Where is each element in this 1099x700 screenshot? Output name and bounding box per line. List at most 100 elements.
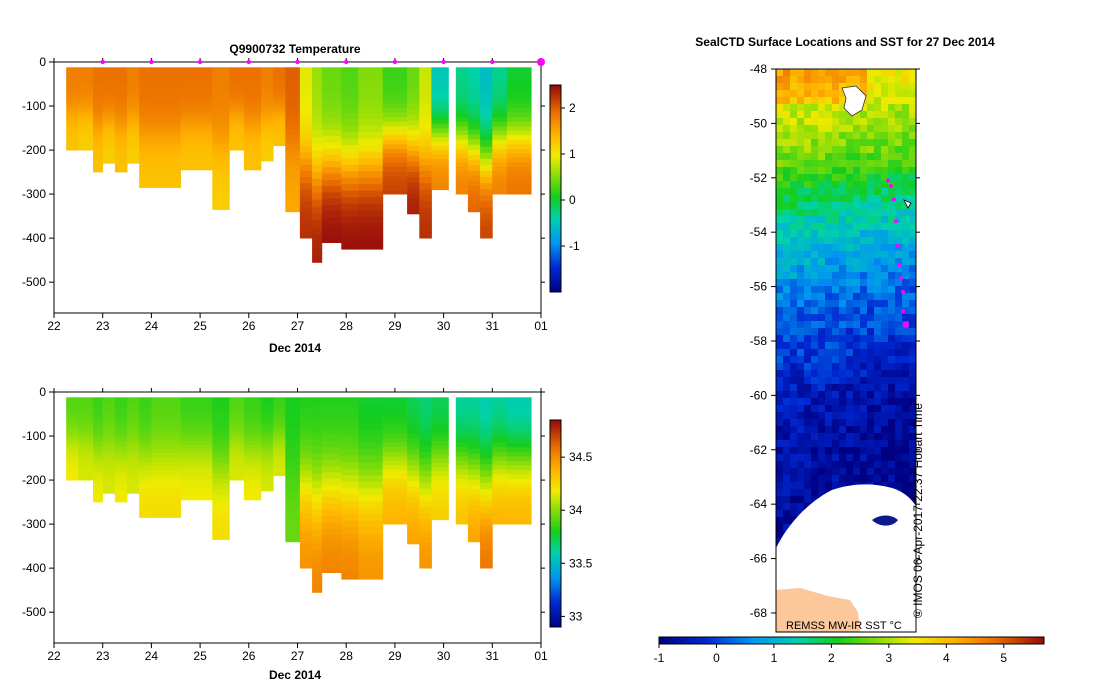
sst-colorbar-segment [805,637,807,644]
sst-cell [874,153,882,161]
sst-cell [790,202,798,210]
sst-colorbar-segment [903,637,905,644]
section-cell [78,403,94,407]
sst-cell [818,405,826,413]
sst-cell [881,244,889,252]
section-cell [102,465,116,470]
section-cell [480,446,493,453]
section-cell [261,450,274,455]
section-cell [492,144,508,150]
section-cell [299,482,313,490]
section-cell [78,102,94,107]
sst-cell [839,195,847,203]
sst-cell [895,195,903,203]
sst-cell [790,181,798,189]
section-cell [455,139,469,145]
colorbar-segment [550,192,561,194]
section-cell [431,458,449,464]
section-cell [273,86,286,91]
section-cell [273,70,286,74]
sst-cell [825,398,833,406]
sst-cell [860,111,868,119]
section-cell [299,562,313,569]
sst-cell [895,279,903,287]
section-cell [321,117,342,125]
sst-cell [804,237,812,245]
section-cell [431,497,449,503]
section-cell [139,431,152,437]
sst-colorbar-segment [844,637,846,644]
sst-colorbar-segment [755,637,757,644]
seal-location-marker [894,219,898,224]
sst-cell [832,454,840,462]
section-cell [139,144,152,150]
section-cell [299,195,313,202]
sst-cell [790,461,798,469]
section-cell [467,139,481,146]
sst-cell [867,195,875,203]
sst-cell [909,132,916,140]
section-cell [382,80,408,86]
section-cell [312,241,323,249]
section-cell [467,180,481,187]
section-cell [480,213,493,221]
y-tick-label: -300 [22,187,46,201]
salinity-cells [66,397,532,593]
section-cell [321,503,342,511]
section-cell [212,519,230,525]
sst-cell [797,69,805,77]
sst-cell [783,461,791,469]
colorbar-segment [550,602,561,604]
sst-colorbar-segment [985,637,987,644]
sst-cell [818,174,826,182]
section-cell [102,149,116,154]
x-tick-label: 26 [242,319,256,333]
x-tick-label: 24 [145,319,159,333]
section-cell [212,67,230,73]
sst-cell [790,251,798,259]
sst-cell [874,76,882,84]
section-cell [151,170,181,175]
section-cell [78,450,94,454]
colorbar-segment [550,125,561,127]
section-cell [431,506,449,512]
section-cell [419,110,432,117]
sst-colorbar-segment [711,637,713,644]
section-cell [229,135,245,139]
section-cell [66,406,79,410]
colorbar-segment [550,102,561,104]
section-cell [455,121,469,127]
sst-cell [790,405,798,413]
sst-cell [902,202,910,210]
sst-colorbar-segment [887,637,889,644]
colorbar-segment [550,458,561,460]
section-cell [127,438,140,443]
sst-cell [888,153,896,161]
sst-cell [811,384,819,392]
section-cell [419,488,432,496]
section-cell [261,437,274,442]
sst-cell [839,181,847,189]
section-cell [492,126,508,132]
sst-cell [776,146,784,154]
section-cell [341,138,359,146]
section-cell [358,132,384,140]
section-cell [321,129,342,137]
colorbar-segment [550,607,561,609]
section-cell [321,459,342,467]
sst-cell [888,118,896,126]
section-cell [382,166,408,172]
sst-cell [832,272,840,280]
section-cell [102,101,116,106]
section-cell [492,474,508,480]
sst-cell [790,398,798,406]
sst-colorbar-segment [1028,637,1030,644]
section-cell [407,449,420,456]
section-cell [419,494,432,502]
section-cell [93,71,104,76]
section-cell [467,397,481,403]
section-cell [358,184,384,192]
section-cell [212,437,230,444]
colorbar-segment [550,242,561,244]
section-cell [341,158,359,166]
